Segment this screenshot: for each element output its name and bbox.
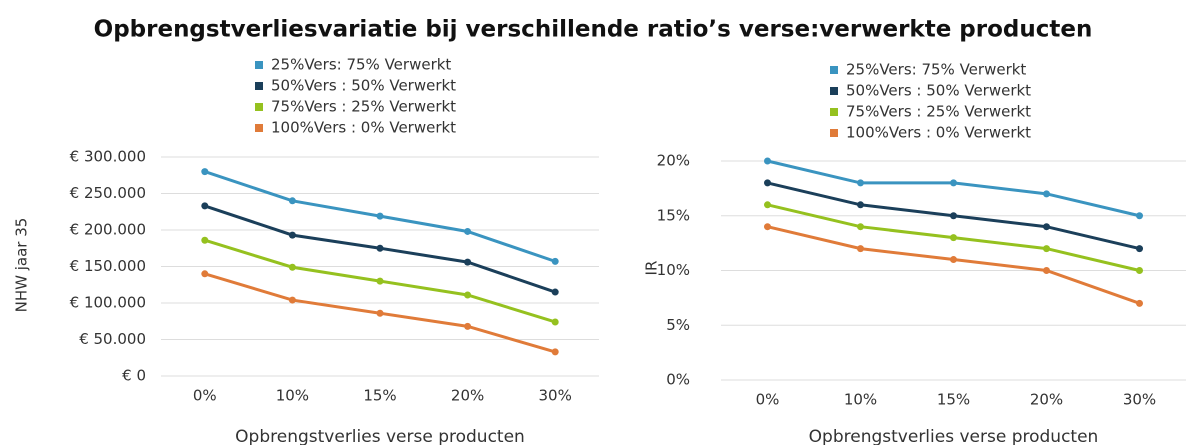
x-axis-label: Opbrengstverlies verse producten	[809, 427, 1099, 445]
data-point	[1043, 245, 1050, 253]
y-tick-label: € 300.000	[70, 148, 146, 166]
data-point	[376, 309, 384, 317]
data-point	[376, 212, 384, 220]
legend-label: 75%Vers : 25% Verwerkt	[846, 103, 1031, 121]
chart-title: Opbrengstverliesvariatie bij verschillen…	[94, 17, 1093, 43]
data-point	[764, 179, 771, 187]
data-point	[857, 223, 864, 231]
x-tick-label: 30%	[1123, 391, 1156, 409]
x-tick-label: 0%	[756, 391, 780, 409]
data-point	[551, 318, 559, 326]
y-axis-label: NHW jaar 35	[13, 218, 31, 313]
data-point	[201, 270, 209, 278]
data-point	[950, 256, 957, 264]
x-tick-label: 15%	[937, 391, 970, 409]
data-point	[1043, 267, 1050, 274]
data-point	[857, 245, 864, 253]
legend-swatch	[255, 103, 263, 111]
data-point	[950, 212, 957, 220]
data-point	[950, 234, 957, 242]
x-tick-label: 20%	[451, 387, 484, 405]
data-point	[201, 168, 209, 176]
y-tick-label: 15%	[657, 206, 690, 224]
data-point	[1043, 223, 1050, 231]
y-tick-label: € 200.000	[70, 221, 146, 239]
data-point	[551, 348, 559, 356]
data-point	[464, 322, 472, 330]
data-point	[1136, 267, 1143, 274]
y-tick-label: 20%	[657, 152, 690, 170]
data-point	[376, 244, 384, 252]
data-point	[464, 227, 472, 235]
x-tick-label: 15%	[363, 387, 396, 405]
legend-swatch	[255, 61, 263, 69]
data-point	[857, 179, 864, 187]
data-point	[288, 231, 296, 239]
y-tick-label: € 50.000	[79, 330, 146, 348]
legend-swatch	[255, 124, 263, 132]
legend-swatch	[830, 66, 838, 74]
legend-label: 75%Vers : 25% Verwerkt	[271, 98, 456, 116]
data-point	[376, 277, 384, 285]
y-axis-label: IR	[643, 261, 661, 276]
data-point	[1136, 212, 1143, 220]
x-tick-label: 30%	[539, 387, 572, 405]
y-tick-label: 5%	[666, 316, 690, 334]
x-tick-label: 10%	[276, 387, 309, 405]
data-point	[950, 179, 957, 187]
legend-swatch	[830, 129, 838, 137]
data-point	[288, 263, 296, 271]
legend-label: 25%Vers: 75% Verwerkt	[846, 61, 1026, 79]
data-point	[201, 202, 209, 210]
data-point	[551, 288, 559, 296]
y-tick-label: € 250.000	[70, 184, 146, 202]
data-point	[1136, 245, 1143, 253]
data-point	[464, 291, 472, 299]
y-tick-label: 10%	[657, 261, 690, 279]
data-point	[1043, 190, 1050, 198]
series-line	[767, 159, 1140, 218]
legend-label: 50%Vers : 50% Verwerkt	[271, 77, 456, 95]
legend-label: 100%Vers : 0% Verwerkt	[846, 124, 1031, 142]
x-tick-label: 0%	[193, 387, 217, 405]
y-tick-label: € 100.000	[70, 294, 146, 312]
data-point	[857, 201, 864, 209]
data-point	[288, 296, 296, 304]
data-point	[764, 157, 771, 165]
legend-label: 100%Vers : 0% Verwerkt	[271, 119, 456, 137]
legend-label: 25%Vers: 75% Verwerkt	[271, 56, 451, 74]
x-tick-label: 10%	[844, 391, 877, 409]
data-point	[464, 258, 472, 266]
legend-swatch	[255, 82, 263, 90]
legend-label: 50%Vers : 50% Verwerkt	[846, 82, 1031, 100]
data-point	[764, 223, 771, 231]
legend-swatch	[830, 87, 838, 95]
data-point	[551, 257, 559, 265]
x-tick-label: 20%	[1030, 391, 1063, 409]
data-point	[288, 197, 296, 205]
data-point	[764, 201, 771, 209]
x-axis-label: Opbrengstverlies verse producten	[235, 427, 525, 445]
data-point	[201, 236, 209, 244]
legend-swatch	[830, 108, 838, 116]
data-point	[1136, 299, 1143, 307]
y-tick-label: € 150.000	[70, 257, 146, 275]
y-tick-label: € 0	[122, 367, 146, 385]
y-tick-label: 0%	[666, 371, 690, 389]
